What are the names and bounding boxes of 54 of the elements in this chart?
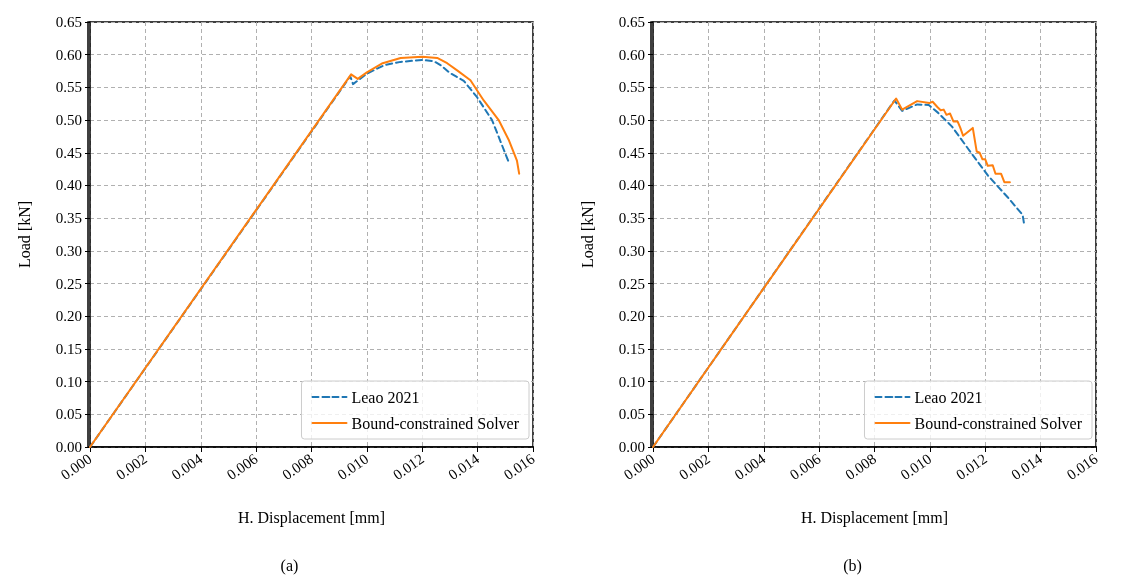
x-tick-label: 0.002 [676,450,713,483]
x-tick-label: 0.002 [113,450,150,483]
text: (a) [280,556,299,575]
x-tick-label: 0.010 [334,450,372,483]
y-tick-label: 0.35 [55,210,82,227]
y-tick-label: 0.30 [618,242,645,259]
y-tick-label: 0.50 [618,112,645,129]
y-tick-label: 0.30 [55,242,82,259]
x-tick-label: 0.012 [953,450,990,483]
y-tick-label: 0.15 [55,340,82,357]
y-tick-label: 0.55 [55,79,82,96]
x-tick-label: 0.004 [168,450,206,483]
x-axis-title: H. Displacement [mm] [800,508,949,527]
y-tick-label: 0.55 [618,79,645,96]
x-tick-label: 0.006 [223,450,262,483]
y-tick-label: 0.20 [55,308,82,325]
y-tick-label: 0.40 [618,177,645,194]
x-tick-label: 0.006 [786,450,825,483]
y-axis-title: Load [kN] [578,200,596,269]
legend-label: Bound-constrained Solver [914,414,1083,432]
legend-label: Leao 2021 [351,388,420,406]
y-tick-label: 0.05 [55,406,82,423]
y-tick-label: 0.05 [618,406,645,423]
y-tick-label: 0.65 [618,14,645,30]
y-tick-label: 0.60 [55,46,82,63]
x-axis-title: H. Displacement [mm] [237,508,386,527]
x-tick-label: 0.014 [1008,450,1046,483]
y-tick-label: 0.10 [55,373,82,390]
y-tick-label: 0.00 [55,439,82,455]
x-tick-label: 0.004 [731,450,769,483]
y-tick-label: 0.10 [618,373,645,390]
y-tick-label: 0.25 [55,275,82,292]
x-tick-label: 0.014 [445,450,483,483]
text: (b) [843,556,862,575]
y-tick-label: 0.65 [55,14,82,30]
y-tick-label: 0.20 [618,308,645,325]
x-tick-label: 0.010 [897,450,935,483]
x-tick-label: 0.012 [390,450,427,483]
y-axis-title: Load [kN] [15,200,33,269]
x-tick-label: 0.016 [500,450,538,483]
x-tick-label: 0.016 [1063,450,1101,483]
y-tick-label: 0.45 [618,144,645,161]
y-tick-label: 0.40 [55,177,82,194]
x-tick-label: 0.008 [279,450,317,483]
y-tick-label: 0.15 [618,340,645,357]
y-tick-label: 0.50 [55,112,82,129]
y-tick-label: 0.45 [55,144,82,161]
y-tick-label: 0.25 [618,275,645,292]
y-tick-label: 0.60 [618,46,645,63]
legend-label: Leao 2021 [914,388,983,406]
x-tick-label: 0.008 [842,450,880,483]
y-tick-label: 0.00 [618,439,645,455]
y-tick-label: 0.35 [618,210,645,227]
legend-label: Bound-constrained Solver [351,414,520,432]
